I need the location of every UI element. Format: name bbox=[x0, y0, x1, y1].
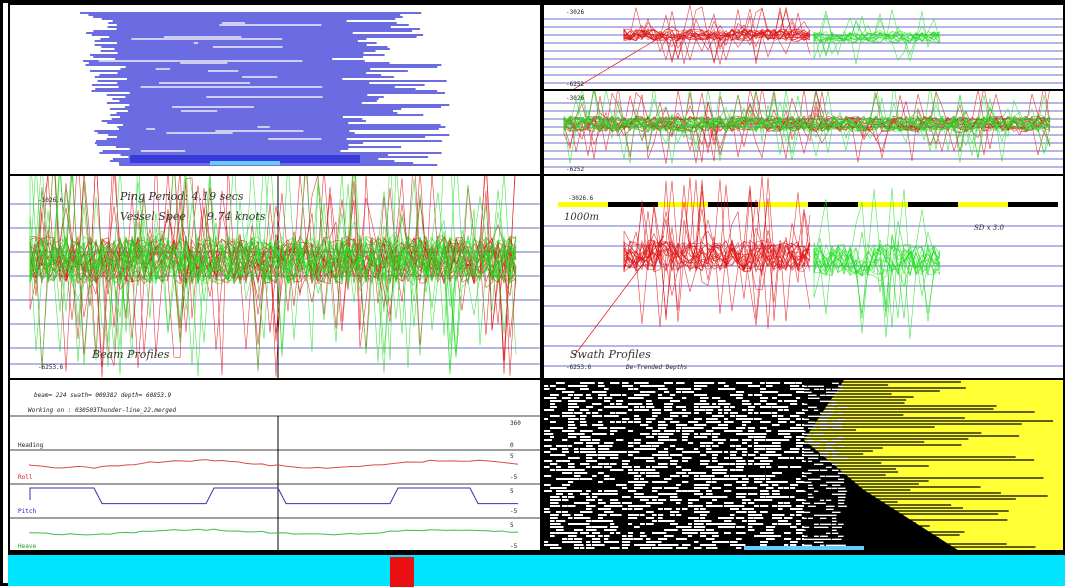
heave-bottom-value: -5 bbox=[510, 543, 518, 550]
lower-depth-top-label: -3026 bbox=[566, 95, 585, 102]
attitude-plot bbox=[10, 415, 540, 550]
beam-profiles-title: Beam Profiles bbox=[92, 348, 170, 361]
pitch-label: Pitch bbox=[18, 508, 37, 515]
pitch-bottom-value: -5 bbox=[510, 508, 518, 515]
coverage-panel[interactable] bbox=[8, 3, 542, 176]
upper-depth-top-label: -3026 bbox=[566, 9, 585, 16]
backscatter-plot bbox=[544, 380, 1063, 550]
swath-profiles-plot bbox=[544, 176, 1063, 367]
navigation-scroll-bar[interactable] bbox=[8, 552, 1065, 587]
heave-top-value: 5 bbox=[510, 522, 514, 529]
roll-top-value: 5 bbox=[510, 453, 514, 460]
heading-scale-label: 360 bbox=[510, 420, 521, 427]
heading-value: 0 bbox=[510, 442, 514, 449]
current-position-marker[interactable] bbox=[390, 557, 414, 587]
beam-profiles-plot bbox=[10, 176, 540, 378]
heading-label: Heading bbox=[18, 442, 44, 449]
attitude-panel[interactable]: beam= 224 swath= 009382 depth= 60853.9 W… bbox=[8, 378, 542, 552]
sd-multiplier-label: SD x 3.0 bbox=[974, 224, 1004, 232]
beam-depth-bottom-label: -6253.6 bbox=[38, 364, 64, 371]
heave-label: Heave bbox=[18, 543, 37, 550]
lower-depth-bottom-label: -6252 bbox=[566, 166, 585, 173]
upper-depth-bottom-label: -6252 bbox=[566, 81, 585, 88]
swath-overview-upper-panel[interactable]: -3026 -6252 bbox=[542, 3, 1065, 91]
swath-overview-lower-panel[interactable]: -3026 -6252 bbox=[542, 89, 1065, 176]
ping-period-label: Ping Period: 4.19 secs bbox=[120, 190, 244, 203]
beam-info-line: beam= 224 swath= 009382 depth= 60853.9 bbox=[34, 392, 172, 399]
coverage-plot bbox=[80, 12, 450, 166]
swath-depth-bottom-label: -6253.6 bbox=[566, 364, 592, 371]
beam-depth-top-label: -3026.6 bbox=[38, 197, 64, 204]
vessel-speed-prefix-label: Vessel Spee bbox=[120, 210, 186, 223]
backscatter-panel[interactable] bbox=[542, 378, 1065, 552]
vessel-speed-value-label: 9.74 knots bbox=[207, 210, 266, 223]
roll-bottom-value: -5 bbox=[510, 474, 518, 481]
beam-profiles-panel[interactable]: -3026.6 -6253.6 Ping Period: 4.19 secs V… bbox=[8, 174, 542, 380]
roll-label: Roll bbox=[18, 474, 33, 481]
swath-overview-upper-plot bbox=[544, 5, 1063, 89]
scale-bar-label: 1000m bbox=[564, 212, 599, 223]
detrended-depths-label: De-Trended Depths bbox=[626, 364, 688, 371]
swath-profiles-title: Swath Profiles bbox=[570, 348, 651, 361]
swath-profiles-panel[interactable]: -3026.6 -6253.6 1000m SD x 3.0 Swath Pro… bbox=[542, 174, 1065, 380]
working-file-line: Working on : 030503Thunder-line_22.merge… bbox=[28, 407, 177, 414]
pitch-top-value: 5 bbox=[510, 488, 514, 495]
swath-overview-lower-plot bbox=[544, 91, 1063, 168]
swath-depth-top-label: -3026.6 bbox=[568, 195, 594, 202]
